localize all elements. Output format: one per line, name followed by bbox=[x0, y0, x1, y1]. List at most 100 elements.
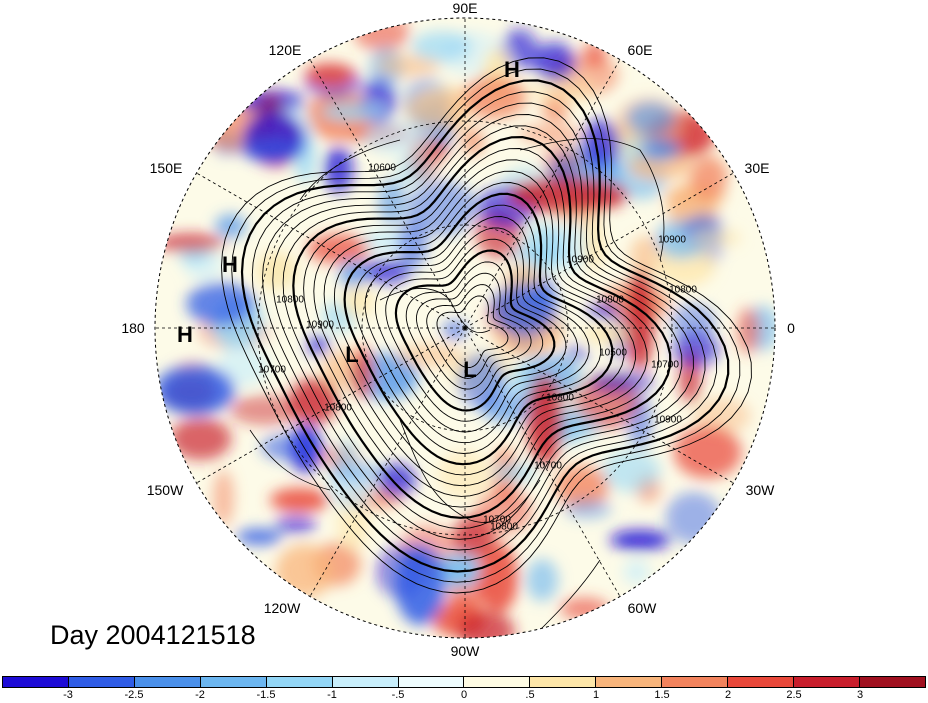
anomaly-blob bbox=[526, 558, 559, 602]
coastline bbox=[539, 559, 601, 631]
anomaly-core bbox=[270, 488, 330, 512]
anomaly-blob bbox=[229, 394, 301, 426]
coastline bbox=[379, 288, 491, 333]
height-contour bbox=[364, 216, 590, 444]
colorbar-tick-label: 1 bbox=[592, 689, 600, 701]
anomaly-core bbox=[610, 530, 670, 550]
height-contour bbox=[333, 182, 625, 476]
anomaly-blob bbox=[213, 470, 234, 526]
height-contour bbox=[385, 238, 567, 422]
colorbar-swatch bbox=[134, 677, 201, 687]
anomaly-blob bbox=[336, 498, 369, 551]
colorbar bbox=[2, 676, 926, 688]
anomaly-blob bbox=[275, 514, 317, 534]
contour-value-label: 10900 bbox=[658, 234, 686, 246]
anomaly-field bbox=[155, 18, 775, 638]
longitude-label: 30W bbox=[745, 482, 775, 498]
contour-value-label: 10800 bbox=[596, 294, 624, 306]
coastline bbox=[299, 139, 401, 201]
contour-value-label: 10900 bbox=[306, 319, 334, 331]
contour-value-label: 10800 bbox=[490, 521, 518, 533]
colorbar-swatch bbox=[859, 677, 925, 687]
anomaly-blob bbox=[397, 219, 428, 269]
day-title: Day 2004121518 bbox=[50, 620, 256, 650]
height-contour bbox=[343, 192, 614, 466]
anomaly-blob bbox=[564, 499, 612, 519]
height-contour bbox=[292, 135, 672, 519]
lat-lon-grid bbox=[155, 18, 775, 638]
anomaly-blob bbox=[532, 42, 576, 82]
meridian-line bbox=[309, 59, 466, 329]
anomaly-blob bbox=[324, 146, 354, 193]
anomaly-blob bbox=[640, 138, 681, 161]
height-contour bbox=[251, 91, 718, 562]
height-contour bbox=[231, 68, 741, 583]
anomaly-blob bbox=[186, 282, 255, 326]
anomaly-core bbox=[155, 365, 235, 415]
height-contour bbox=[426, 284, 520, 379]
contour-value-label: 10800 bbox=[669, 284, 697, 296]
anomaly-blob bbox=[462, 76, 527, 119]
longitude-label: 150E bbox=[149, 160, 183, 176]
meridian-line bbox=[464, 327, 621, 597]
colorbar-tick-label: 0 bbox=[460, 689, 468, 701]
high-pressure-label: H bbox=[222, 252, 238, 277]
colorbar-swatch bbox=[464, 677, 531, 687]
anomaly-blob bbox=[156, 233, 225, 253]
longitude-label: 30E bbox=[744, 160, 770, 176]
anomaly-blob bbox=[320, 103, 385, 121]
colorbar-tick-label: -1 bbox=[327, 689, 337, 701]
colorbar-swatch bbox=[332, 677, 399, 687]
colorbar-ticks: -3 -2.5 -2 -1.5 -1 -.5 0 .5 1 1.5 2 2.5 3 bbox=[0, 689, 928, 703]
colorbar-swatch bbox=[200, 677, 267, 687]
map-border bbox=[154, 17, 776, 639]
colorbar-swatch bbox=[794, 677, 860, 687]
colorbar-swatch bbox=[662, 677, 729, 687]
anomaly-blob bbox=[335, 439, 357, 472]
height-contour bbox=[262, 102, 706, 551]
longitude-label: 150W bbox=[146, 482, 184, 498]
height-contour bbox=[405, 261, 544, 401]
low-pressure-label: L bbox=[463, 357, 477, 382]
anomaly-blob bbox=[236, 528, 282, 545]
colorbar-tick-label: 3 bbox=[856, 689, 864, 701]
anomaly-blob bbox=[169, 417, 232, 460]
longitude-label: 120E bbox=[268, 42, 302, 58]
colorbar-tick-label: 2 bbox=[724, 689, 732, 701]
height-contour bbox=[415, 272, 532, 390]
anomaly-blob bbox=[670, 303, 716, 341]
colorbar-tick-label: -.5 bbox=[391, 689, 405, 701]
colorbar-tick-label: 2.5 bbox=[786, 689, 802, 701]
contour-value-label: 10700 bbox=[534, 460, 562, 472]
anomaly-blob bbox=[501, 28, 538, 70]
anomaly-blob bbox=[375, 54, 441, 78]
height-contour bbox=[436, 295, 509, 369]
colorbar-swatch bbox=[3, 677, 69, 687]
anomaly-blob bbox=[602, 450, 661, 493]
colorbar-swatch bbox=[266, 677, 333, 687]
contour-value-label: 10700 bbox=[258, 364, 286, 376]
colorbar-tick-label: .5 bbox=[525, 689, 535, 701]
contour-value-label: 10800 bbox=[324, 402, 352, 414]
contour-value-label: 10800 bbox=[546, 392, 574, 404]
contour-value-label: 10700 bbox=[651, 359, 679, 371]
anomaly-blob bbox=[363, 120, 435, 155]
contour-value-label: 10900 bbox=[566, 254, 594, 266]
anomaly-blob bbox=[560, 597, 609, 620]
coastline bbox=[249, 429, 331, 491]
anomaly-blob bbox=[525, 224, 564, 272]
anomaly-blob bbox=[404, 89, 462, 129]
height-contour bbox=[323, 170, 636, 487]
colorbar-tick-label: -3 bbox=[63, 689, 73, 701]
anomaly-blob bbox=[411, 31, 472, 62]
contour-value-label: 10900 bbox=[654, 414, 682, 426]
longitude-label: 0 bbox=[787, 320, 795, 336]
coastline bbox=[399, 419, 541, 523]
high-pressure-label: H bbox=[504, 57, 520, 82]
meridian-line bbox=[464, 59, 621, 329]
colorbar-swatch bbox=[530, 677, 597, 687]
height-contour bbox=[374, 227, 578, 433]
anomaly-blob bbox=[583, 325, 638, 344]
colorbar-tick-label: 1.5 bbox=[654, 689, 670, 701]
